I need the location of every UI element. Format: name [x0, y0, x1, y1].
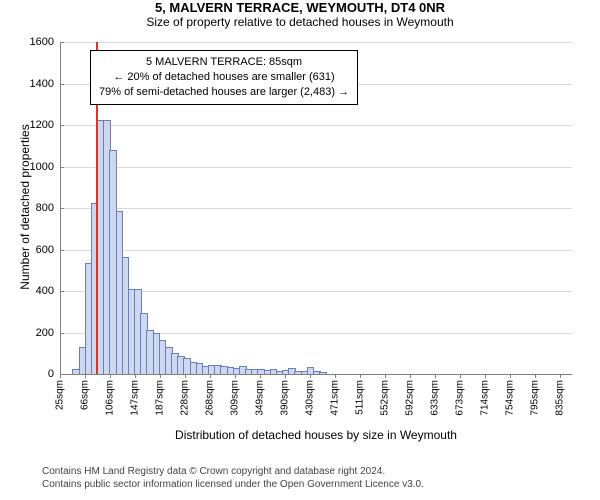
x-tick-mark: [335, 374, 336, 378]
gridline: [60, 125, 572, 126]
gridline: [60, 167, 572, 168]
x-tick-mark: [310, 374, 311, 378]
y-tick-label: 600: [36, 244, 60, 256]
x-tick-label: 673sqm: [454, 374, 465, 416]
x-tick-label: 228sqm: [180, 374, 191, 416]
x-tick-label: 66sqm: [80, 374, 91, 410]
info-box-line: ← 20% of detached houses are smaller (63…: [99, 70, 349, 85]
x-tick-label: 309sqm: [230, 374, 241, 416]
info-box: 5 MALVERN TERRACE: 85sqm← 20% of detache…: [90, 50, 358, 105]
x-tick-mark: [260, 374, 261, 378]
page-title: 5, MALVERN TERRACE, WEYMOUTH, DT4 0NR: [0, 0, 600, 15]
x-tick-label: 147sqm: [130, 374, 141, 416]
info-box-line: 5 MALVERN TERRACE: 85sqm: [99, 55, 349, 70]
x-tick-label: 25sqm: [55, 374, 66, 410]
y-axis-line: [60, 42, 61, 374]
attribution-line-1: Contains HM Land Registry data © Crown c…: [42, 466, 424, 479]
y-axis-label: Number of detached properties: [18, 107, 32, 307]
x-tick-label: 754sqm: [504, 374, 515, 416]
y-tick-label: 1000: [30, 161, 60, 173]
y-tick-label: 1200: [30, 119, 60, 131]
x-tick-label: 187sqm: [154, 374, 165, 416]
x-tick-label: 511sqm: [354, 374, 365, 415]
x-tick-label: 633sqm: [430, 374, 441, 416]
x-tick-label: 471sqm: [330, 374, 341, 416]
x-tick-label: 835sqm: [554, 374, 565, 416]
gridline: [60, 250, 572, 251]
x-tick-label: 268sqm: [204, 374, 215, 416]
x-tick-label: 349sqm: [254, 374, 265, 416]
y-tick-label: 800: [36, 202, 60, 214]
y-tick-label: 1400: [30, 78, 60, 90]
x-tick-mark: [560, 374, 561, 378]
x-tick-mark: [360, 374, 361, 378]
info-box-line: 79% of semi-detached houses are larger (…: [99, 85, 349, 100]
x-tick-mark: [235, 374, 236, 378]
x-tick-mark: [60, 374, 61, 378]
gridline: [60, 42, 572, 43]
x-tick-mark: [210, 374, 211, 378]
x-tick-mark: [85, 374, 86, 378]
y-tick-label: 200: [36, 327, 60, 339]
x-tick-label: 106sqm: [104, 374, 115, 416]
x-tick-mark: [435, 374, 436, 378]
x-tick-label: 795sqm: [529, 374, 540, 416]
x-tick-mark: [135, 374, 136, 378]
attribution-line-2: Contains public sector information licen…: [42, 479, 424, 492]
attribution-text: Contains HM Land Registry data © Crown c…: [42, 466, 424, 491]
y-tick-label: 1600: [30, 36, 60, 48]
x-tick-mark: [110, 374, 111, 378]
x-tick-label: 390sqm: [280, 374, 291, 416]
x-tick-mark: [510, 374, 511, 378]
x-tick-label: 552sqm: [380, 374, 391, 416]
x-tick-mark: [385, 374, 386, 378]
x-tick-label: 714sqm: [480, 374, 491, 416]
x-tick-mark: [535, 374, 536, 378]
histogram-chart: 0200400600800100012001400160025sqm66sqm1…: [60, 42, 572, 374]
x-tick-mark: [160, 374, 161, 378]
x-tick-mark: [460, 374, 461, 378]
x-tick-mark: [185, 374, 186, 378]
x-axis-label: Distribution of detached houses by size …: [156, 428, 476, 442]
x-tick-mark: [410, 374, 411, 378]
x-tick-mark: [285, 374, 286, 378]
x-tick-mark: [485, 374, 486, 378]
page-subtitle: Size of property relative to detached ho…: [0, 15, 600, 29]
gridline: [60, 208, 572, 209]
x-tick-label: 592sqm: [404, 374, 415, 416]
y-tick-label: 400: [36, 285, 60, 297]
x-tick-label: 430sqm: [304, 374, 315, 416]
